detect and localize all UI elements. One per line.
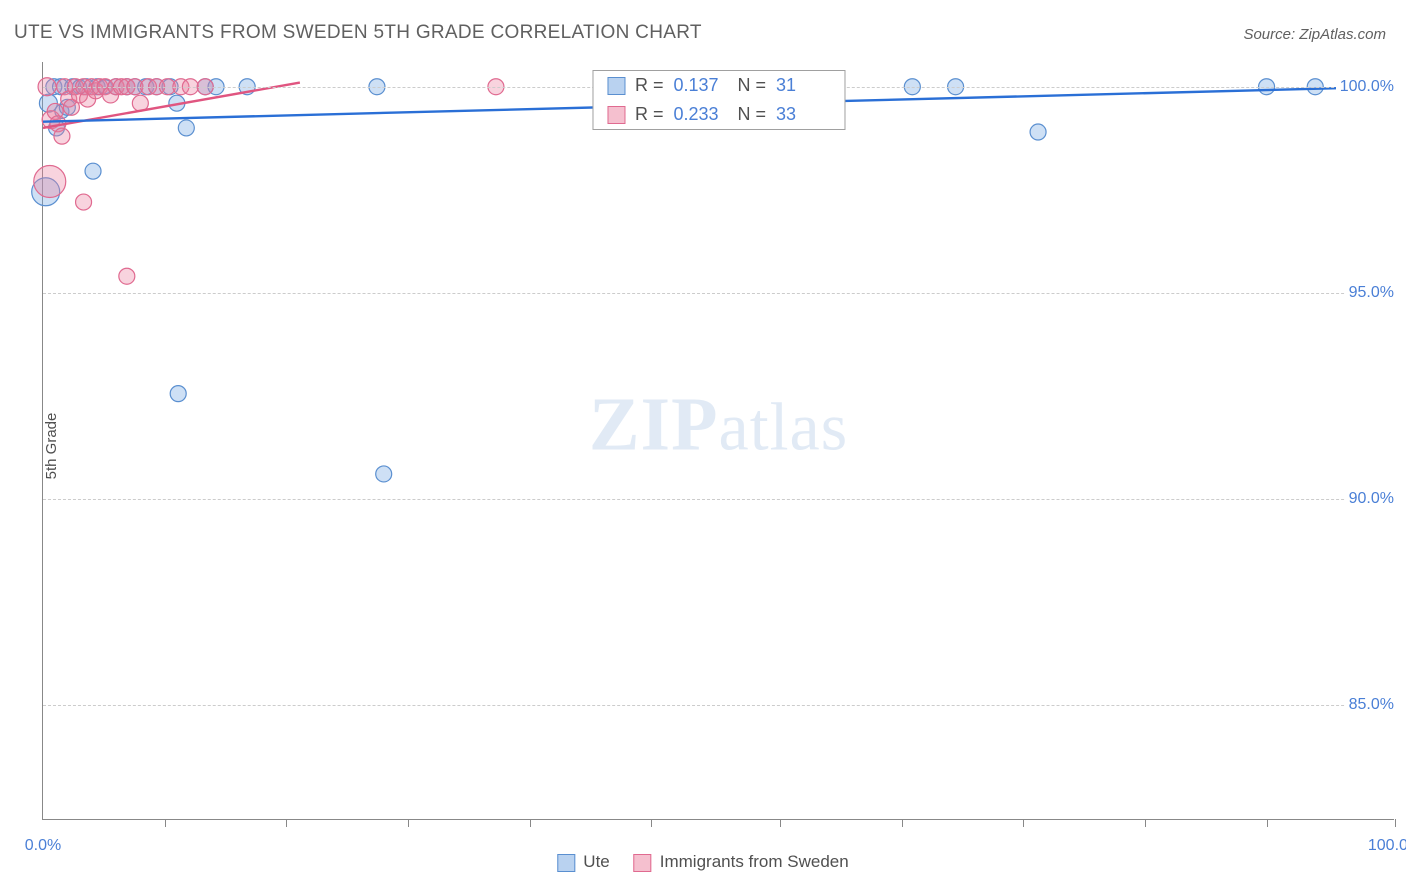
stat-n-value: 31 — [776, 75, 830, 96]
scatter-point — [170, 386, 186, 402]
stat-r-value: 0.233 — [674, 104, 728, 125]
gridline-h — [43, 705, 1394, 706]
legend-swatch — [607, 77, 625, 95]
plot-area: ZIPatlas 85.0%90.0%95.0%100.0% 0.0%100.0… — [42, 62, 1394, 820]
stat-r-label: R = — [635, 75, 664, 96]
x-tick-mark — [651, 819, 652, 827]
y-tick-label: 85.0% — [1345, 696, 1398, 714]
x-tick-label: 100.0% — [1368, 837, 1406, 855]
gridline-h — [43, 499, 1394, 500]
legend-swatch — [557, 854, 575, 872]
stat-n-label: N = — [738, 75, 767, 96]
y-tick-label: 100.0% — [1336, 78, 1398, 96]
legend-item: Ute — [557, 852, 609, 872]
x-tick-label: 0.0% — [25, 837, 61, 855]
legend-swatch — [634, 854, 652, 872]
legend-item: Immigrants from Sweden — [634, 852, 849, 872]
x-tick-mark — [1145, 819, 1146, 827]
stat-n-value: 33 — [776, 104, 830, 125]
x-tick-mark — [902, 819, 903, 827]
scatter-point — [1030, 124, 1046, 140]
scatter-point — [178, 120, 194, 136]
gridline-h — [43, 293, 1394, 294]
y-tick-label: 90.0% — [1345, 490, 1398, 508]
stat-r-value: 0.137 — [674, 75, 728, 96]
stats-row: R = 0.137 N = 31 — [593, 71, 844, 100]
bottom-legend: Ute Immigrants from Sweden — [557, 852, 848, 872]
x-tick-mark — [530, 819, 531, 827]
y-tick-label: 95.0% — [1345, 284, 1398, 302]
legend-label: Immigrants from Sweden — [660, 852, 849, 871]
stats-row: R = 0.233 N = 33 — [593, 100, 844, 129]
stat-r-label: R = — [635, 104, 664, 125]
source-attribution: Source: ZipAtlas.com — [1243, 26, 1386, 43]
x-tick-mark — [1395, 819, 1396, 827]
scatter-point — [376, 466, 392, 482]
stat-n-label: N = — [738, 104, 767, 125]
chart-title: UTE VS IMMIGRANTS FROM SWEDEN 5TH GRADE … — [14, 22, 702, 44]
stats-box: R = 0.137 N = 31 R = 0.233 N = 33 — [592, 70, 845, 130]
scatter-point — [34, 165, 66, 197]
scatter-point — [76, 194, 92, 210]
x-tick-mark — [286, 819, 287, 827]
x-tick-mark — [1267, 819, 1268, 827]
scatter-point — [119, 268, 135, 284]
scatter-point — [54, 128, 70, 144]
legend-label: Ute — [583, 852, 609, 871]
x-tick-mark — [408, 819, 409, 827]
legend-swatch — [607, 106, 625, 124]
x-tick-mark — [1023, 819, 1024, 827]
scatter-point — [85, 163, 101, 179]
x-tick-mark — [165, 819, 166, 827]
x-tick-mark — [780, 819, 781, 827]
